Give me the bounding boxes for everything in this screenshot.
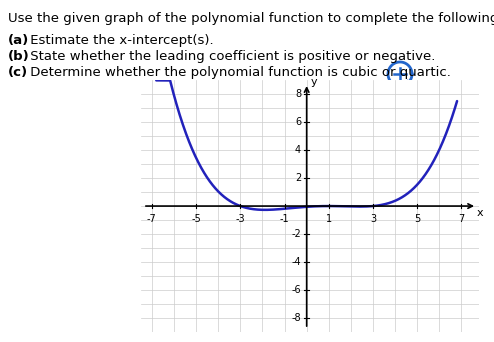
Text: -5: -5 <box>191 214 201 224</box>
Text: -4: -4 <box>291 257 301 267</box>
Text: -1: -1 <box>280 214 289 224</box>
Text: Determine whether the polynomial function is cubic or quartic.: Determine whether the polynomial functio… <box>26 66 451 79</box>
Text: y: y <box>311 78 318 88</box>
Text: Estimate the x-intercept(s).: Estimate the x-intercept(s). <box>26 34 213 47</box>
Text: x: x <box>477 208 484 218</box>
Text: -7: -7 <box>147 214 157 224</box>
Text: (b): (b) <box>8 50 30 63</box>
Text: 2: 2 <box>295 173 301 183</box>
Text: -3: -3 <box>236 214 245 224</box>
Text: -2: -2 <box>291 229 301 239</box>
Text: (c): (c) <box>8 66 28 79</box>
Text: 3: 3 <box>370 214 376 224</box>
Text: 8: 8 <box>295 89 301 99</box>
Text: State whether the leading coefficient is positive or negative.: State whether the leading coefficient is… <box>26 50 435 63</box>
Text: 4: 4 <box>295 145 301 155</box>
Text: (a): (a) <box>8 34 29 47</box>
Text: 1: 1 <box>326 214 332 224</box>
Text: -8: -8 <box>291 313 301 323</box>
Text: 7: 7 <box>458 214 465 224</box>
Text: Use the given graph of the polynomial function to complete the following.: Use the given graph of the polynomial fu… <box>8 12 494 25</box>
Text: -6: -6 <box>291 285 301 295</box>
Text: 5: 5 <box>414 214 420 224</box>
Text: 6: 6 <box>295 117 301 127</box>
